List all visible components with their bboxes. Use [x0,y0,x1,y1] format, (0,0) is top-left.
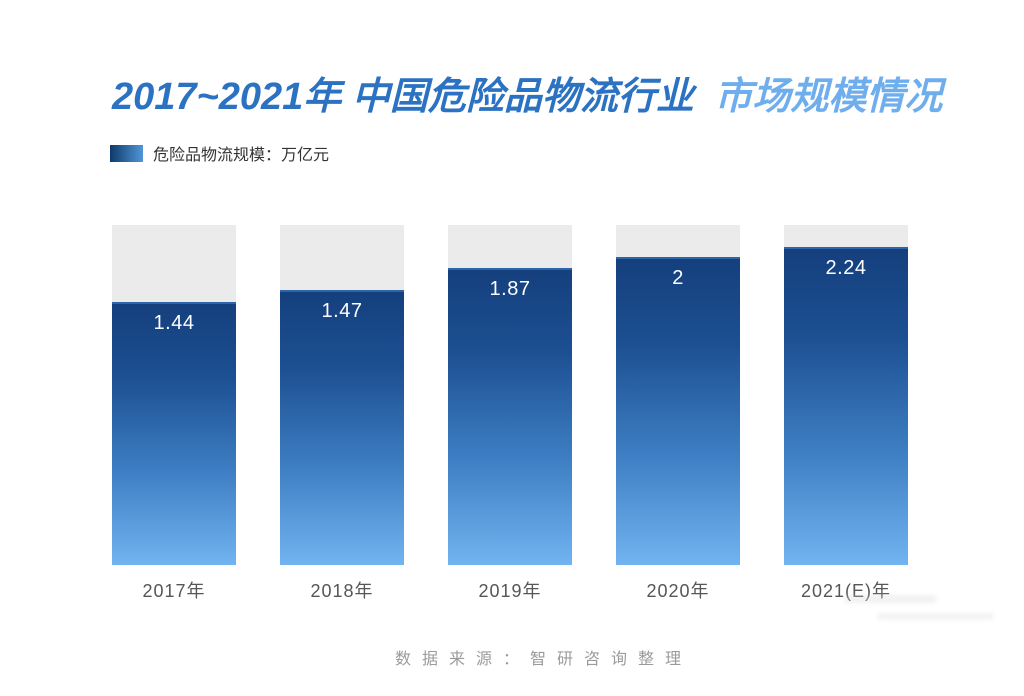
bar-value-label: 1.47 [321,299,363,322]
bar-value-label: 1.87 [489,277,531,300]
legend-swatch-icon [110,144,143,162]
bar-column: 2 2020年 [616,225,740,605]
bar-track: 2.24 [784,225,908,565]
bar-column: 1.47 2018年 [280,225,404,605]
title-accent: 市场规模情况 [714,76,943,118]
page-title: 2017~2021年 中国危险品物流行业 市场规模情况 [112,76,942,120]
bar-value-label: 2.24 [825,257,867,280]
legend-label: 危险品物流规模：万亿元 [153,147,330,164]
x-axis-label: 2020年 [646,581,710,601]
bar-fill: 2.24 [784,247,908,565]
bar-column: 1.87 2019年 [448,225,572,605]
title-main: 2017~2021年 中国危险品物流行业 [112,76,694,118]
bar-fill: 1.87 [448,267,572,565]
bar-column: 2.24 2021(E)年 [784,225,908,605]
bar-fill: 1.47 [280,289,404,565]
legend: 危险品物流规模：万亿元 [110,141,329,165]
x-axis-label: 2017年 [142,581,206,601]
bar-value-label: 2 [672,266,684,289]
bar-column: 1.44 2017年 [112,225,236,605]
bar-track: 1.44 [112,225,236,565]
source-note: 数据来源：智研咨询整理 [395,651,693,668]
bar-value-label: 1.44 [153,311,195,334]
bar-fill: 2 [616,256,740,565]
x-axis-label: 2021(E)年 [800,581,892,601]
watermark [845,595,1010,625]
x-axis-label: 2019年 [478,581,542,601]
bar-track: 2 [616,225,740,565]
x-axis-label: 2018年 [310,581,374,601]
bar-track: 1.87 [448,225,572,565]
bar-chart: 1.44 2017年 1.47 2018年 1.87 2019年 2 2020年 2.24 202… [112,225,908,605]
bar-fill: 1.44 [112,301,236,565]
bar-track: 1.47 [280,225,404,565]
